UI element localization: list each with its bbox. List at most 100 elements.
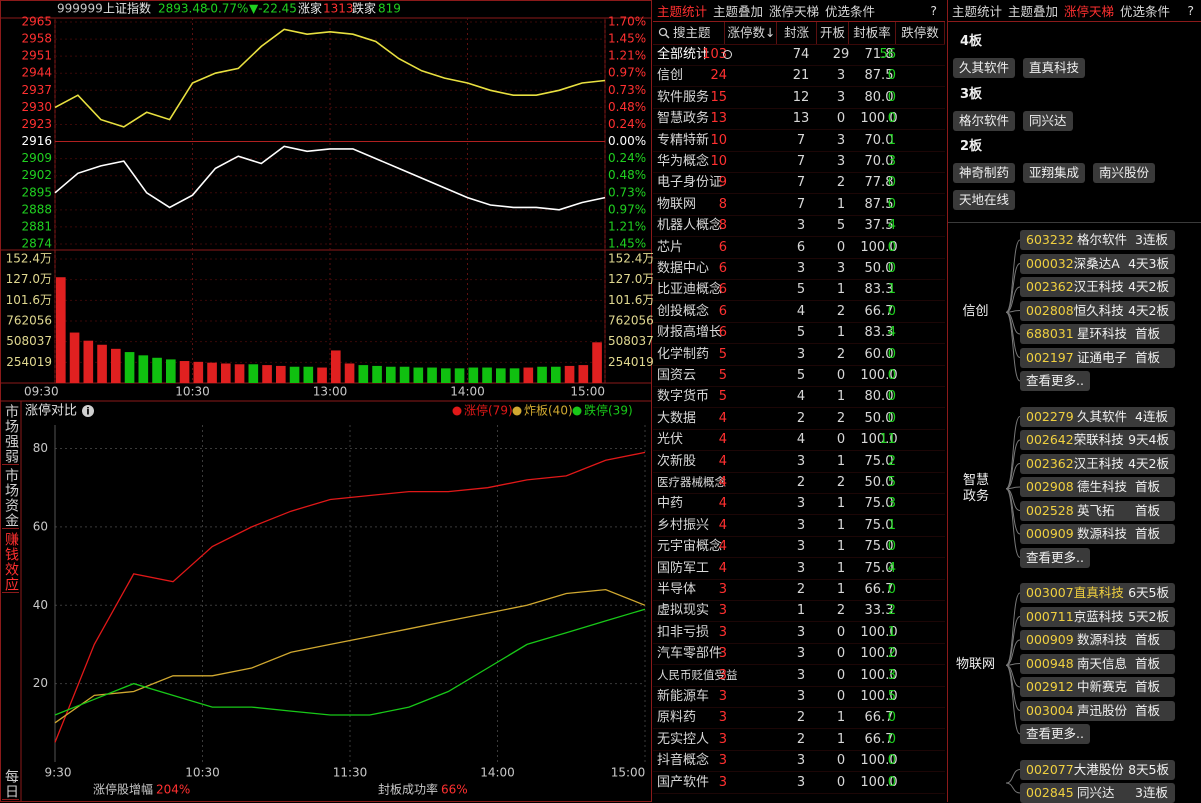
- table-row[interactable]: 虚拟现实 3 1 2 33.3 2: [653, 600, 945, 623]
- stock-item[interactable]: 000909 数源科技 首板: [1020, 524, 1175, 544]
- theme-name: 软件服务: [657, 89, 710, 105]
- info-icon[interactable]: [82, 405, 94, 417]
- stock-item[interactable]: 002808 恒久科技 4天2板: [1020, 300, 1175, 321]
- table-row[interactable]: 创投概念 6 4 2 66.7 0: [653, 301, 945, 323]
- stock-item[interactable]: 002528 英飞拓 首板: [1020, 500, 1175, 521]
- table-row[interactable]: 无实控人 3 2 1 66.7 0: [653, 729, 945, 751]
- column-header[interactable]: 涨停数↓: [727, 22, 777, 44]
- stock-chip[interactable]: 格尔软件: [953, 111, 1016, 131]
- tab[interactable]: 主题统计: [952, 4, 1003, 19]
- stock-item[interactable]: 002362 汉王科技 4天2板: [1020, 277, 1175, 297]
- stock-item[interactable]: 002845 同兴达 3连板: [1020, 783, 1175, 803]
- table-row[interactable]: 华为概念 10 7 3 70.0 3: [653, 151, 945, 173]
- stock-chip[interactable]: 亚翔集成: [1023, 163, 1086, 183]
- table-row[interactable]: 国资云 5 5 0 100.0 0: [653, 365, 945, 387]
- volume-tick-label: 508037: [608, 334, 653, 348]
- table-row[interactable]: 半导体 3 2 1 66.7 0: [653, 579, 945, 601]
- stock-chip[interactable]: 天地在线: [953, 190, 1016, 210]
- table-row[interactable]: 软件服务 15 12 3 80.0 0: [653, 87, 945, 109]
- search-box[interactable]: 搜主题: [653, 22, 725, 44]
- stock-chip[interactable]: 直真科技: [1023, 58, 1086, 78]
- table-row[interactable]: 智慧政务 13 13 0 100.0 0: [653, 108, 945, 131]
- tab[interactable]: 优选条件: [825, 4, 876, 19]
- theme-name: 无实控人: [657, 731, 710, 747]
- stock-chip[interactable]: 久其软件: [953, 58, 1016, 78]
- side-tab[interactable]: 市场强弱: [2, 404, 19, 465]
- table-row[interactable]: 数据中心 6 3 3 50.0 0: [653, 258, 945, 280]
- table-row[interactable]: 大数据 4 2 2 50.0 0: [653, 408, 945, 430]
- side-tab[interactable]: 赚钱效应: [2, 532, 19, 593]
- tab[interactable]: 主题统计: [657, 4, 708, 19]
- tab[interactable]: 涨停天梯: [1064, 4, 1115, 19]
- table-row[interactable]: 新能源车 3 3 0 100.0 5: [653, 686, 945, 708]
- cell-value: 13: [792, 111, 810, 127]
- table-row[interactable]: 汽车零部件 3 3 0 100.0 2: [653, 643, 945, 666]
- stock-item[interactable]: 002362 汉王科技 4天2板: [1020, 453, 1175, 474]
- column-header[interactable]: 开板: [817, 22, 849, 44]
- table-row[interactable]: 国产软件 3 3 0 100.0 0: [653, 772, 945, 794]
- table-row[interactable]: 信创 24 21 3 87.5 0: [653, 65, 945, 88]
- table-row[interactable]: 国防军工 4 3 1 75.0 4: [653, 558, 945, 580]
- side-tab[interactable]: 市场资金: [2, 468, 19, 529]
- table-row[interactable]: 乡村振兴 4 3 1 75.0 1: [653, 515, 945, 537]
- table-row[interactable]: 元宇宙概念 4 3 1 75.0 0: [653, 536, 945, 559]
- stock-item[interactable]: 002197 证通电子 首板: [1020, 347, 1175, 368]
- time-label: 14:00: [450, 385, 485, 399]
- table-row[interactable]: 扣非亏损 3 3 0 100.0 1: [653, 622, 945, 644]
- stock-item[interactable]: 002912 中新赛克 首板: [1020, 677, 1175, 697]
- cell-value: 3: [796, 539, 806, 555]
- table-row[interactable]: 医疗器械概念 4 2 2 50.0 5: [653, 472, 945, 494]
- table-row[interactable]: 数字货币 5 4 1 80.0 0: [653, 386, 945, 409]
- column-header[interactable]: 封板率: [849, 22, 896, 44]
- stock-chip[interactable]: 同兴达: [1023, 111, 1073, 131]
- side-tab[interactable]: 每日: [2, 769, 19, 800]
- table-row[interactable]: 次新股 4 3 1 75.0 2: [653, 451, 945, 473]
- tab[interactable]: 涨停天梯: [769, 4, 820, 19]
- cell-value: 87.5: [864, 196, 894, 212]
- stock-item[interactable]: 000909 数源科技 首板: [1020, 630, 1175, 650]
- stock-item[interactable]: 000032 深桑达A 4天3板: [1020, 253, 1175, 274]
- stock-item[interactable]: 603232 格尔软件 3连板: [1020, 230, 1175, 250]
- tab[interactable]: ?: [1187, 3, 1194, 18]
- table-row[interactable]: 电子身份证 9 7 2 77.8 0: [653, 172, 945, 195]
- theme-table: 主题统计 主题叠加 涨停天梯 优选条件? 搜主题 涨停数↓ 封涨 开板 封板率 跌停数 全部统计 10…: [653, 0, 945, 802]
- table-row[interactable]: 原料药 3 2 1 66.7 0: [653, 707, 945, 730]
- tab[interactable]: 优选条件: [1120, 4, 1171, 19]
- stock-item[interactable]: 002077 大港股份 8天5板: [1020, 759, 1175, 780]
- table-row[interactable]: 财报高增长 6 5 1 83.3 4: [653, 322, 945, 345]
- table-row[interactable]: 物联网 8 7 1 87.5 0: [653, 194, 945, 216]
- table-row[interactable]: 抖音概念 3 3 0 100.0 0: [653, 750, 945, 773]
- theme-name: 财报高增长: [657, 325, 723, 341]
- stock-item[interactable]: 000711 京蓝科技 5天2板: [1020, 606, 1175, 627]
- column-header[interactable]: 封涨: [777, 22, 817, 44]
- table-row[interactable]: 机器人概念 8 3 5 37.5 4: [653, 215, 945, 238]
- table-row[interactable]: 光伏 4 4 0 100.0 11: [653, 429, 945, 452]
- table-row[interactable]: 人民币贬值受益 3 3 0 100.0 3: [653, 665, 945, 687]
- more-link[interactable]: 查看更多..: [1020, 547, 1090, 568]
- cell-value: 5: [718, 389, 727, 405]
- stock-chip[interactable]: 南兴股份: [1093, 163, 1156, 183]
- stock-item[interactable]: 003004 声迅股份 首板: [1020, 700, 1175, 721]
- stock-item[interactable]: 002908 德生科技 首板: [1020, 477, 1175, 497]
- table-row[interactable]: 比亚迪概念 6 5 1 83.3 1: [653, 279, 945, 302]
- tab[interactable]: ?: [930, 3, 937, 18]
- table-row[interactable]: 芯片 6 6 0 100.0 0: [653, 237, 945, 259]
- tab[interactable]: 主题叠加: [713, 4, 764, 19]
- more-link[interactable]: 查看更多..: [1020, 371, 1090, 391]
- stock-item[interactable]: 002279 久其软件 4连板: [1020, 406, 1175, 427]
- table-row[interactable]: 化学制药 5 3 2 60.0 0: [653, 344, 945, 366]
- stock-item[interactable]: 000948 南天信息 首板: [1020, 653, 1175, 674]
- volume-bar: [386, 366, 396, 383]
- stock-item[interactable]: 003007 直真科技 6天5板: [1020, 583, 1175, 603]
- column-header[interactable]: 跌停数: [896, 22, 945, 44]
- table-row[interactable]: 专精特新 10 7 3 70.0 1: [653, 130, 945, 152]
- stock-item[interactable]: 688031 星环科技 首板: [1020, 324, 1175, 344]
- table-row[interactable]: 中药 4 3 1 75.0 3: [653, 493, 945, 516]
- table-row[interactable]: 全部统计 103 74 29 71.8 56: [653, 44, 945, 66]
- stock-chip[interactable]: 神奇制药: [953, 163, 1016, 183]
- more-link[interactable]: 查看更多..: [1020, 724, 1090, 744]
- cell-value: 4: [718, 539, 727, 555]
- stock-item[interactable]: 002642 荣联科技 9天4板: [1020, 430, 1175, 450]
- tab[interactable]: 主题叠加: [1008, 4, 1059, 19]
- bracket: [1005, 782, 1021, 794]
